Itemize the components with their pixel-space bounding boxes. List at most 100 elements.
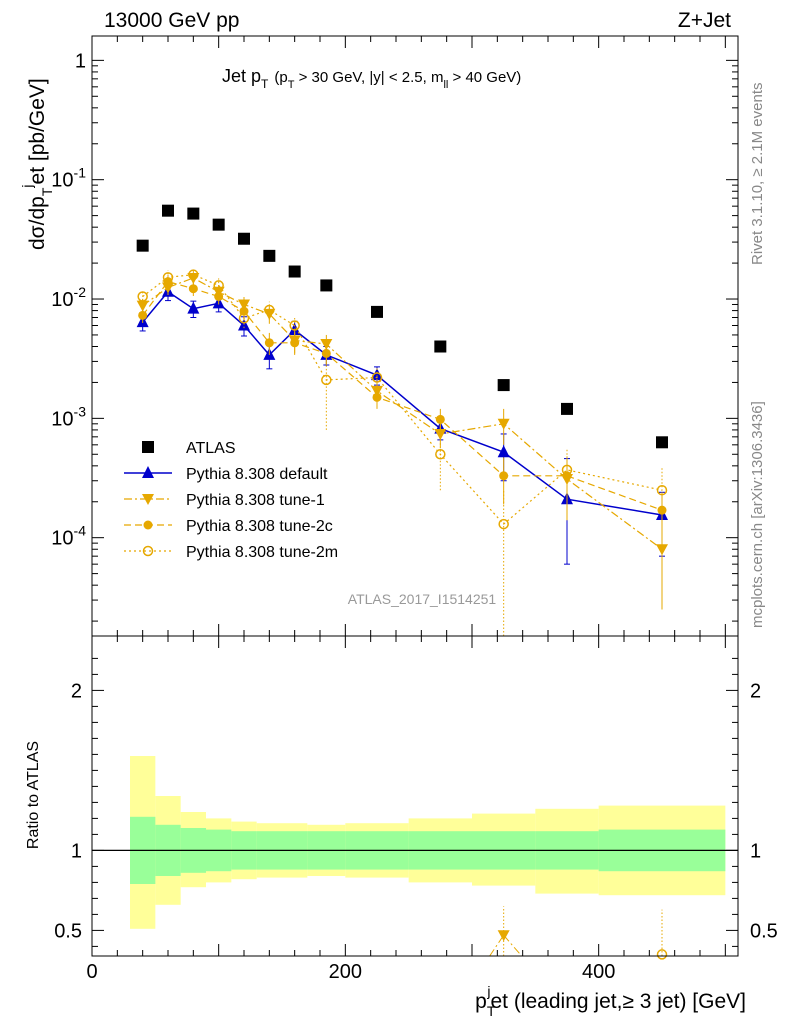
title-cuts: (p [274, 69, 287, 86]
series-pythia-8-308-tune-2c [138, 274, 667, 538]
tick-exponent: -3 [74, 403, 87, 419]
legend-marker [143, 520, 153, 530]
legend-entry-atlas: ATLAS [142, 440, 236, 457]
data-point [371, 305, 383, 318]
title-cuts-pt-sub: T [288, 79, 295, 91]
legend-entry-pythia-8-308-tune-1: Pythia 8.308 tune-1 [124, 492, 325, 509]
tick-exponent: -1 [74, 165, 87, 181]
data-point [214, 291, 224, 301]
legend-entry-pythia-8-308-default: Pythia 8.308 default [124, 466, 328, 483]
legend-marker [142, 494, 154, 505]
analysis-id-label: ATLAS_2017_I1514251 [348, 591, 497, 607]
data-point [320, 279, 333, 292]
data-point [497, 445, 510, 458]
main-y-axis-label: dσ/dpTjet [pb/GeV] [19, 78, 55, 250]
legend-label: ATLAS [186, 440, 236, 457]
data-point [435, 414, 445, 424]
data-point [372, 392, 382, 402]
y-tick-label: 10-2 [51, 284, 86, 311]
series-atlas [136, 204, 668, 449]
title-pt-sub: T [261, 77, 269, 91]
ratio-y-tick-label-right: 2 [750, 680, 761, 702]
data-point [162, 272, 174, 283]
data-point [656, 544, 668, 556]
legend-label: Pythia 8.308 tune-2m [186, 544, 338, 561]
y-tick-label: 10-1 [51, 165, 86, 192]
x-tick-label: 400 [582, 961, 615, 983]
legend: ATLAS Pythia 8.308 default Pythia 8.308 tu… [124, 440, 338, 561]
data-point [136, 300, 149, 312]
legend-label: Pythia 8.308 tune-1 [186, 492, 325, 509]
ylabel-t-sub: T [39, 187, 55, 196]
tick-base: 10 [51, 528, 73, 550]
data-point [188, 284, 198, 294]
data-point [264, 304, 275, 316]
data-point [137, 291, 148, 302]
ylabel-rest: et [pb/GeV] [26, 78, 49, 184]
data-point [561, 402, 573, 415]
data-point [187, 301, 200, 314]
legend-marker [142, 545, 154, 557]
legend-label: Pythia 8.308 tune-2c [186, 518, 333, 535]
y-tick-label: 1 [75, 50, 86, 72]
tick-exponent: -4 [74, 523, 87, 539]
ratio-connector-line [489, 934, 505, 957]
tick-exponent: -2 [74, 284, 87, 300]
tick-base: 10 [51, 289, 73, 311]
y-tick-label: 10-3 [51, 403, 86, 430]
ratio-y-tick-label-right: 0.5 [750, 920, 778, 942]
data-point [371, 372, 383, 383]
x-tick-label: 200 [329, 961, 362, 983]
tick-base: 10 [51, 170, 73, 192]
legend-marker [142, 466, 154, 478]
data-point [264, 338, 274, 348]
ratio-axes: 0 200 400 0.5 0.5 1 1 2 2 [54, 636, 778, 983]
data-point [435, 449, 446, 460]
data-point [321, 374, 332, 386]
title-cuts-end: > 40 GeV) [448, 69, 521, 86]
data-point [162, 204, 174, 217]
data-point [212, 218, 225, 231]
data-point [497, 418, 510, 430]
ratio-series-pythia-8-308-tune-2m [656, 909, 668, 960]
data-point [213, 280, 224, 291]
ratio-connector-line [503, 934, 523, 957]
ylabel-dsigma: dσ/dp [26, 196, 49, 250]
data-point [136, 239, 149, 252]
data-point [187, 207, 200, 220]
ratio-panel-frame [91, 635, 739, 957]
title-ll-sub: ll [443, 79, 448, 91]
data-point [656, 484, 668, 496]
data-point [321, 348, 331, 358]
data-point [497, 379, 510, 392]
series-line-pythia-8-308-tune-2m [142, 274, 663, 525]
x-axis-label: pTjet (leading jet,≥ 3 jet) [GeV] [475, 983, 746, 1019]
tick-base: 10 [51, 408, 73, 430]
data-point [290, 338, 300, 348]
ylabel-j-sup: j [19, 184, 35, 188]
ratio-series-pythia-8-308-tune-1 [497, 906, 510, 956]
title-jet-pt: Jet p [222, 66, 261, 86]
ratio-bands-layer [130, 756, 726, 929]
data-point [263, 249, 276, 262]
legend-label: Pythia 8.308 default [186, 466, 328, 483]
data-point [498, 518, 509, 530]
process-label: Z+Jet [678, 9, 731, 32]
legend-entry-pythia-8-308-tune-2c: Pythia 8.308 tune-2c [124, 518, 333, 535]
ratio-data-point [656, 949, 668, 960]
data-point [656, 436, 668, 449]
xlabel-rest: et (leading jet,≥ 3 jet) [GeV] [491, 990, 747, 1013]
xlabel-t-sub: T [487, 1003, 496, 1019]
data-point [371, 368, 383, 381]
mcplots-label: mcplots.cern.ch [arXiv:1306.3436] [749, 401, 766, 628]
ratio-y-tick-label-left: 2 [71, 680, 82, 702]
data-point [238, 313, 250, 324]
data-point [434, 340, 447, 353]
data-point [561, 464, 573, 476]
main-axes: 110-110-210-310-4 [51, 36, 738, 636]
ratio-y-tick-label-left: 0.5 [54, 920, 82, 942]
legend-marker [142, 441, 154, 453]
data-point [499, 471, 509, 481]
x-tick-label: 0 [86, 961, 97, 983]
